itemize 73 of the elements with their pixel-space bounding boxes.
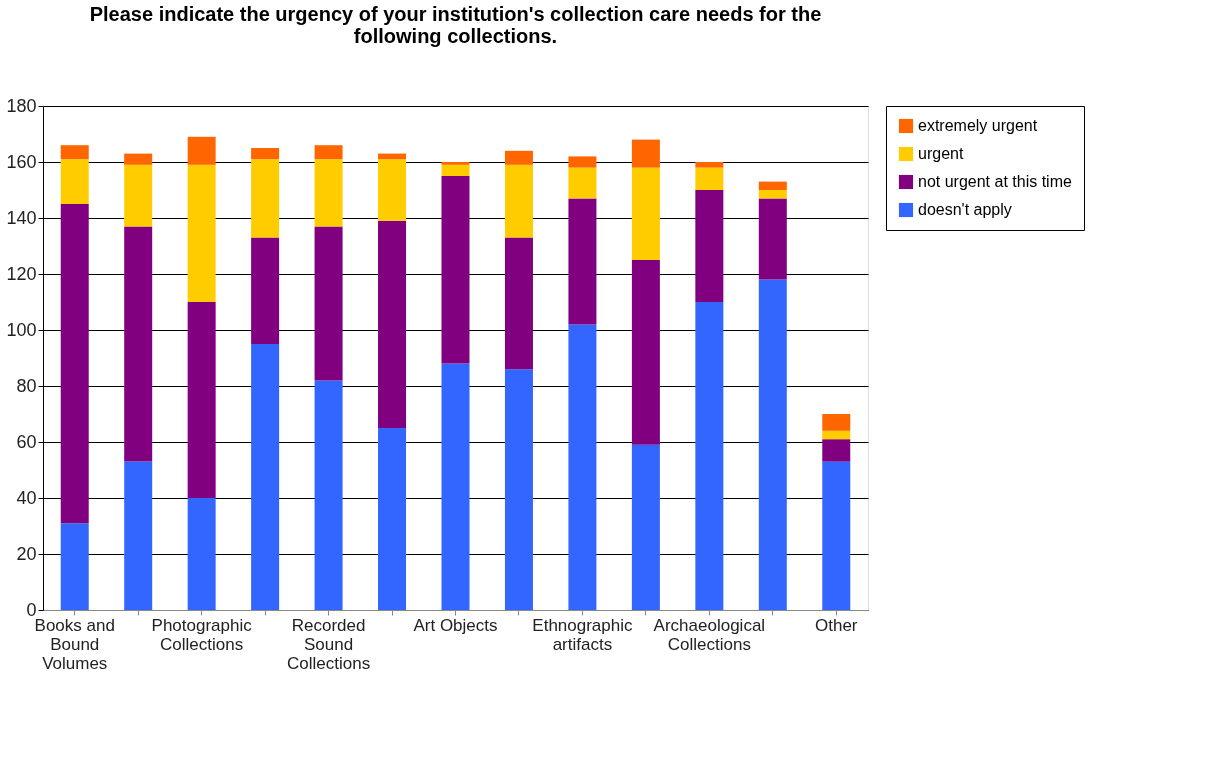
chart-title: Please indicate the urgency of your institution's collection care needs for the following collections. xyxy=(89,3,822,47)
bar xyxy=(695,302,724,610)
bar xyxy=(187,164,216,302)
x-tick-label: Other xyxy=(815,615,858,635)
y-tick-label: 0 xyxy=(26,599,37,620)
x-tick-label: Archaeological Collections xyxy=(653,615,766,654)
bar xyxy=(631,260,660,445)
bar xyxy=(441,164,470,176)
bar xyxy=(314,145,343,160)
y-tick-label: 40 xyxy=(16,487,37,508)
bar xyxy=(441,176,470,364)
bar xyxy=(124,226,153,462)
bar xyxy=(187,136,216,165)
bar xyxy=(822,461,851,610)
bar xyxy=(378,220,407,428)
y-tick-label: 100 xyxy=(6,319,37,340)
bar xyxy=(504,150,533,165)
bar xyxy=(124,153,153,165)
bar xyxy=(822,414,851,431)
bar xyxy=(124,461,153,610)
bar xyxy=(441,363,470,610)
bar xyxy=(822,430,851,440)
bar xyxy=(758,181,787,190)
bar xyxy=(60,145,89,160)
legend-label: not urgent at this time xyxy=(918,173,1072,190)
bar xyxy=(60,523,89,610)
bar xyxy=(568,198,597,325)
bar xyxy=(758,198,787,280)
x-tick-label: Recorded Sound Collections xyxy=(287,615,371,673)
bar xyxy=(568,324,597,610)
bar xyxy=(314,226,343,381)
x-tick-label: Ethnographic artifacts xyxy=(532,615,634,654)
x-tick-label: Art Objects xyxy=(413,615,498,635)
y-tick-label: 20 xyxy=(16,543,37,564)
bar xyxy=(568,156,597,168)
bar xyxy=(695,167,724,190)
legend-label: extremely urgent xyxy=(918,117,1038,134)
bar xyxy=(695,190,724,302)
x-tick-label: Photographic Collections xyxy=(151,615,253,654)
y-tick-label: 140 xyxy=(6,207,37,228)
bar xyxy=(378,159,407,221)
bar xyxy=(504,237,533,370)
bar xyxy=(251,344,280,610)
bar xyxy=(631,139,660,168)
bar xyxy=(251,159,280,238)
y-tick-label: 180 xyxy=(6,95,37,116)
legend-label: doesn't apply xyxy=(918,201,1012,218)
bar xyxy=(60,159,89,204)
legend-label: urgent xyxy=(918,145,964,162)
x-tick-label: Books and Bound Volumes xyxy=(34,615,115,673)
bar xyxy=(822,439,851,462)
bar xyxy=(187,498,216,610)
y-tick-label: 80 xyxy=(16,375,37,396)
bar xyxy=(631,167,660,260)
bar xyxy=(504,164,533,238)
bar xyxy=(251,237,280,344)
bar xyxy=(758,190,787,199)
bar xyxy=(124,164,153,227)
bar xyxy=(187,302,216,498)
bar xyxy=(314,159,343,227)
bar xyxy=(251,148,280,160)
y-tick-label: 120 xyxy=(6,263,37,284)
bar xyxy=(378,428,407,610)
bar xyxy=(758,279,787,610)
bar xyxy=(504,369,533,610)
bar xyxy=(314,380,343,610)
bar xyxy=(441,162,470,165)
bar xyxy=(695,162,724,168)
y-tick-label: 60 xyxy=(16,431,37,452)
bar xyxy=(631,444,660,610)
y-tick-label: 160 xyxy=(6,151,37,172)
bar xyxy=(568,167,597,199)
bar xyxy=(60,204,89,524)
